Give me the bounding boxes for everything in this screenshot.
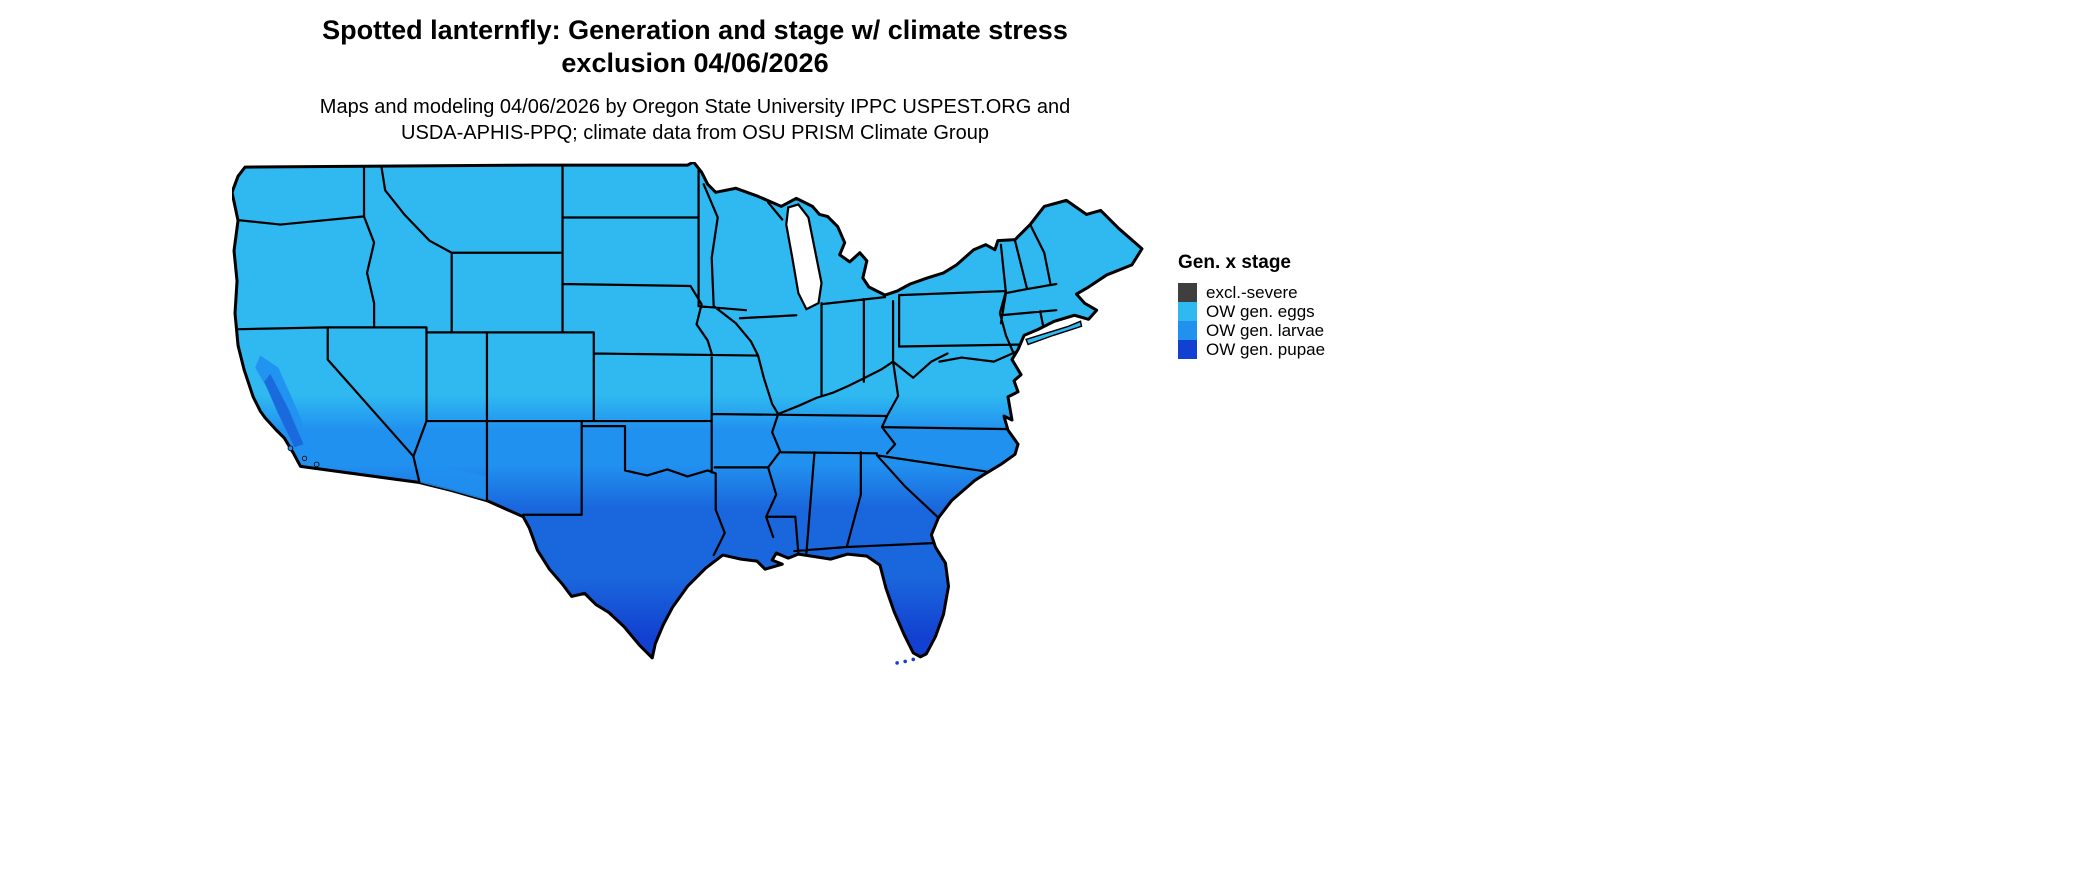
legend-item: excl.-severe	[1178, 283, 1325, 302]
state-borders	[232, 163, 1058, 557]
southern-arizona-larvae-patch	[419, 462, 487, 501]
figure-subtitle: Maps and modeling 04/06/2026 by Oregon S…	[0, 94, 1390, 146]
legend-title: Gen. x stage	[1178, 252, 1291, 273]
regional-stage-overlays	[255, 355, 487, 501]
us-map	[232, 162, 1144, 666]
lake-michigan	[785, 203, 823, 311]
legend-item: OW gen. pupae	[1178, 340, 1325, 359]
legend-label: OW gen. larvae	[1206, 320, 1325, 340]
page-title-line-2: exclusion 04/06/2026	[561, 48, 829, 78]
subtitle-line-1: Maps and modeling 04/06/2026 by Oregon S…	[319, 96, 1071, 118]
legend-item: OW gen. eggs	[1178, 302, 1325, 321]
legend-swatch-ow-gen-pupae	[1178, 340, 1197, 359]
conus-landmass	[232, 162, 1144, 660]
legend-item: OW gen. larvae	[1178, 321, 1325, 340]
legend-swatch-ow-gen-larvae	[1178, 321, 1197, 340]
page-title-line-1: Spotted lanternfly: Generation and stage…	[322, 15, 1068, 45]
us-map-svg	[232, 162, 1144, 665]
legend-label: OW gen. pupae	[1206, 339, 1326, 359]
legend-label: excl.-severe	[1206, 282, 1298, 302]
channel-islands	[287, 445, 320, 468]
long-island	[1025, 320, 1083, 346]
legend-swatch-excl-severe	[1178, 283, 1197, 302]
subtitle-line-2: USDA-APHIS-PPQ; climate data from OSU PR…	[401, 122, 989, 144]
california-valley-pupae-patch	[264, 373, 304, 448]
legend: Gen. x stage excl.-severe OW gen. eggs O…	[1178, 252, 1325, 359]
figure-header: Spotted lanternfly: Generation and stage…	[0, 14, 1390, 146]
legend-swatch-ow-gen-eggs	[1178, 302, 1197, 321]
legend-label: OW gen. eggs	[1206, 301, 1315, 321]
florida-keys	[895, 657, 916, 665]
